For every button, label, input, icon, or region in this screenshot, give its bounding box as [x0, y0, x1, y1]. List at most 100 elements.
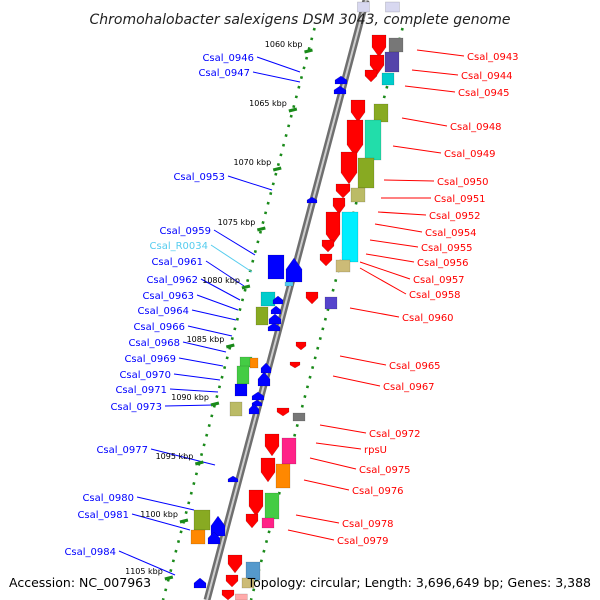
gene-arrow[interactable] [306, 196, 318, 204]
gene-arrow[interactable] [371, 34, 387, 58]
gene-arrow[interactable] [207, 531, 221, 545]
gene-block[interactable] [284, 281, 294, 287]
gene-arrow[interactable] [227, 475, 239, 483]
gene-arrow[interactable] [321, 239, 335, 253]
gene-arrow[interactable] [248, 403, 260, 415]
gene-arrow[interactable] [350, 99, 366, 123]
gene-arrow[interactable] [285, 257, 303, 283]
gene-label[interactable]: Csal_0969 [124, 354, 176, 365]
gene-label[interactable]: Csal_0956 [417, 258, 469, 269]
gene-label[interactable]: Csal_0944 [461, 71, 513, 82]
gene-arrow[interactable] [245, 513, 259, 529]
gene-block[interactable] [193, 509, 211, 531]
gene-block[interactable] [384, 51, 400, 73]
gene-arrow[interactable] [289, 361, 301, 369]
gene-arrow[interactable] [332, 197, 346, 215]
gene-arrow[interactable] [340, 151, 358, 185]
gene-block[interactable] [255, 306, 269, 326]
gene-label[interactable]: Csal_0979 [337, 536, 389, 547]
gene-label[interactable]: Csal_0947 [198, 68, 250, 79]
gene-label[interactable]: Csal_0976 [352, 486, 404, 497]
gene-arrow[interactable] [305, 291, 319, 305]
gene-arrow[interactable] [251, 391, 265, 401]
gene-arrow[interactable] [225, 574, 239, 588]
gene-label[interactable]: Csal_0964 [137, 306, 189, 317]
gene-block[interactable] [324, 296, 338, 310]
gene-arrow[interactable] [333, 85, 347, 95]
gene-label[interactable]: Csal_R0034 [150, 241, 209, 252]
gene-arrow[interactable] [221, 589, 235, 600]
gene-block[interactable] [190, 529, 206, 545]
gene-block[interactable] [364, 119, 382, 161]
gene-arrow[interactable] [319, 253, 333, 267]
gene-block[interactable] [373, 103, 389, 123]
gene-label[interactable]: Csal_0959 [159, 226, 211, 237]
gene-label[interactable]: Csal_0967 [383, 382, 435, 393]
gene-label[interactable]: Csal_0953 [173, 172, 225, 183]
gene-label[interactable]: Csal_0978 [342, 519, 394, 530]
gene-arrow[interactable] [260, 362, 272, 374]
gene-arrow[interactable] [193, 577, 207, 589]
gene-label[interactable]: Csal_0962 [146, 275, 198, 286]
gene-label[interactable]: Csal_0966 [133, 322, 185, 333]
gene-label[interactable]: Csal_0981 [77, 510, 129, 521]
gene-arrow[interactable] [264, 433, 280, 457]
gene-arrow[interactable] [272, 295, 284, 305]
gene-block[interactable] [357, 1, 370, 13]
gene-block[interactable] [249, 357, 259, 369]
gene-arrow[interactable] [346, 119, 364, 157]
gene-block[interactable] [241, 577, 255, 589]
gene-block[interactable] [341, 211, 359, 263]
gene-label[interactable]: Csal_0946 [202, 53, 254, 64]
gene-label[interactable]: Csal_0965 [389, 361, 441, 372]
gene-block[interactable] [335, 259, 351, 273]
gene-block[interactable] [236, 365, 250, 385]
gene-label[interactable]: Csal_0948 [450, 122, 502, 133]
gene-block[interactable] [261, 517, 275, 529]
gene-block[interactable] [385, 1, 400, 13]
gene-label[interactable]: Csal_0968 [128, 338, 180, 349]
gene-block[interactable] [264, 492, 280, 520]
gene-label[interactable]: Csal_0975 [359, 465, 411, 476]
gene-block[interactable] [381, 72, 395, 86]
gene-arrow[interactable] [267, 322, 281, 332]
gene-arrow[interactable] [227, 554, 243, 574]
gene-label[interactable]: Csal_0945 [458, 88, 510, 99]
gene-arrow[interactable] [257, 371, 271, 387]
gene-label[interactable]: Csal_0973 [110, 402, 162, 413]
gene-label[interactable]: Csal_0955 [421, 243, 473, 254]
gene-label[interactable]: Csal_0977 [96, 445, 148, 456]
gene-block[interactable] [229, 401, 243, 417]
gene-arrow[interactable] [270, 305, 282, 315]
gene-block[interactable] [234, 383, 248, 397]
gene-label[interactable]: rpsU [364, 445, 387, 456]
gene-arrow[interactable] [334, 75, 348, 85]
gene-label[interactable]: Csal_0980 [82, 493, 134, 504]
gene-arrow[interactable] [276, 407, 290, 417]
gene-block[interactable] [267, 254, 285, 280]
gene-label[interactable]: Csal_0960 [402, 313, 454, 324]
gene-label[interactable]: Csal_0961 [151, 257, 203, 268]
gene-block[interactable] [292, 412, 306, 422]
gene-arrow[interactable] [325, 211, 341, 245]
gene-block[interactable] [281, 437, 297, 465]
gene-label[interactable]: Csal_0971 [115, 385, 167, 396]
gene-label[interactable]: Csal_0949 [444, 149, 496, 160]
gene-arrow[interactable] [335, 183, 351, 199]
gene-label[interactable]: Csal_0951 [434, 194, 486, 205]
gene-label[interactable]: Csal_0950 [437, 177, 489, 188]
gene-arrow[interactable] [248, 489, 264, 517]
gene-label[interactable]: Csal_0957 [413, 275, 465, 286]
gene-label[interactable]: Csal_0958 [409, 290, 461, 301]
gene-arrow[interactable] [260, 457, 276, 483]
gene-block[interactable] [235, 593, 248, 600]
gene-label[interactable]: Csal_0970 [119, 370, 171, 381]
gene-block[interactable] [350, 187, 366, 203]
gene-label[interactable]: Csal_0943 [467, 52, 519, 63]
gene-block[interactable] [275, 463, 291, 489]
gene-block[interactable] [388, 37, 404, 53]
gene-arrow[interactable] [295, 341, 307, 351]
gene-arrow[interactable] [364, 69, 378, 83]
gene-label[interactable]: Csal_0972 [369, 429, 421, 440]
gene-block[interactable] [357, 157, 375, 189]
